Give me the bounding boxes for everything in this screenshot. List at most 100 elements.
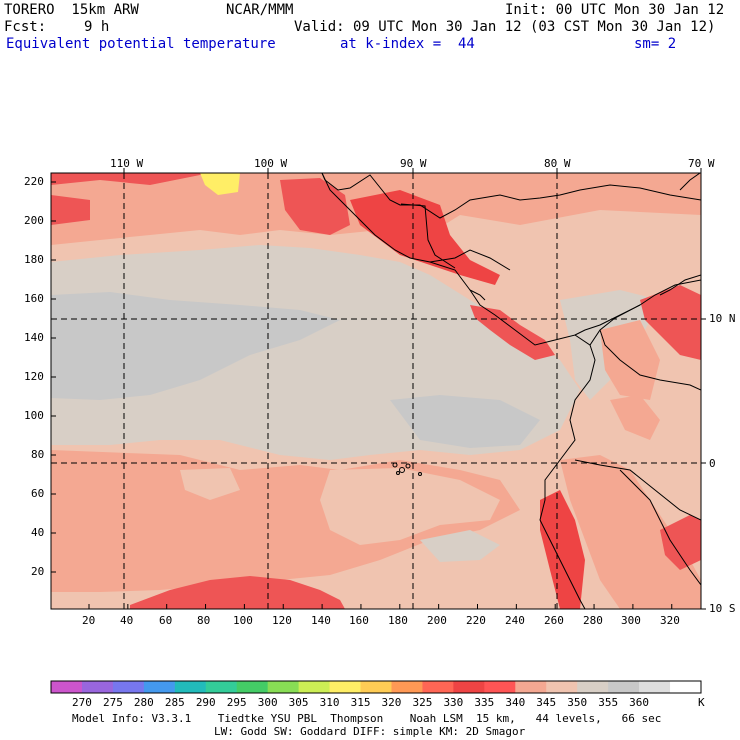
colorbar-swatch	[577, 681, 609, 693]
x-tick-label: 220	[466, 614, 486, 627]
x-tick-label: 60	[159, 614, 173, 627]
lat-label-10s: 10 S	[709, 602, 736, 615]
colorbar-tick-label: 300	[257, 696, 278, 709]
colorbar-swatch	[51, 681, 83, 693]
colorbar-units: K	[698, 696, 705, 709]
valid-time: Valid: 09 UTC Mon 30 Jan 12 (03 CST Mon …	[294, 19, 716, 35]
border-guatemala	[400, 203, 456, 269]
x-tick-label: 240	[505, 614, 525, 627]
colorbar-tick-label: 350	[567, 696, 588, 709]
map-frame	[50, 172, 702, 610]
y-tick-label: 100	[24, 409, 44, 422]
y-tick-label: 20	[31, 565, 45, 578]
colorbar-swatch	[484, 681, 516, 693]
field-sa-patch1	[610, 395, 660, 440]
colorbar-swatch	[546, 681, 578, 693]
init-time: Init: 00 UTC Mon 30 Jan 12	[505, 2, 725, 18]
axis-ticks	[51, 168, 706, 610]
coastlines	[321, 173, 701, 609]
colorbar-tick-label: 310	[319, 696, 340, 709]
colorbar-tick-label: 325	[412, 696, 433, 709]
y-tick-label: 200	[24, 214, 44, 227]
y-tick-label: 40	[31, 526, 45, 539]
coast-venezuela	[659, 274, 701, 296]
model-title: TORERO 15km ARW	[4, 2, 139, 18]
coast-panama	[574, 304, 641, 336]
field-yellow-spot	[200, 173, 240, 195]
colorbar-swatch	[236, 681, 269, 693]
colorbar-frame	[50, 680, 702, 694]
border-colombia	[599, 329, 701, 391]
fcst-label: Fcst:	[4, 19, 47, 35]
border-peru-brazil	[619, 469, 701, 586]
colorbar-swatch	[391, 681, 423, 693]
field-red-venezuela	[640, 285, 701, 360]
colorbar-tick-label: 315	[350, 696, 371, 709]
field-tan-patch	[180, 468, 240, 500]
colorbar-swatch	[267, 681, 300, 693]
y-tick-label: 220	[24, 175, 44, 188]
x-tick-label: 140	[311, 614, 331, 627]
colorbar-swatch	[112, 681, 145, 693]
colorbar-swatch	[639, 681, 671, 693]
x-tick-label: 280	[583, 614, 603, 627]
colorbar-swatch	[81, 681, 114, 693]
colorbar-swatch	[515, 681, 547, 693]
colorbar-swatch	[453, 681, 485, 693]
colorbar-tick-label: 290	[195, 696, 216, 709]
x-tick-label: 40	[120, 614, 134, 627]
field-sa-patch2	[600, 320, 660, 400]
model-info: Model Info: V3.3.1 Tiedtke YSU PBL Thomp…	[72, 712, 662, 725]
colorbar-tick-label: 320	[381, 696, 402, 709]
lon-label-70w: 70 W	[688, 157, 715, 170]
field-red-bolivia	[660, 515, 701, 570]
center-name: NCAR/MMM	[226, 2, 294, 18]
level-info: at k-index = 44	[340, 36, 475, 52]
field-red-south	[130, 576, 345, 609]
coast-caribbean-east	[679, 173, 701, 191]
x-tick-label: 320	[660, 614, 680, 627]
y-tick-label: 180	[24, 253, 44, 266]
colorbar-swatch	[360, 681, 392, 693]
colorbar-swatch	[329, 681, 362, 693]
fcst-value: 9 h	[84, 19, 110, 35]
x-tick-label: 260	[544, 614, 564, 627]
colorbar-tick-label: 360	[629, 696, 650, 709]
smoothing-info: sm= 2	[634, 36, 677, 52]
field-south-tan	[320, 468, 500, 545]
field-red-mexico-west	[51, 173, 225, 185]
border-honduras	[429, 249, 511, 271]
x-tick-label: 120	[272, 614, 292, 627]
field-grey-patch	[420, 530, 500, 562]
y-tick-label: 60	[31, 487, 45, 500]
y-tick-label: 140	[24, 331, 44, 344]
field-red-peru-coast	[540, 490, 585, 609]
galapagos-islands	[392, 462, 422, 476]
colorbar-swatch	[143, 681, 176, 693]
colorbar-swatch	[205, 681, 238, 693]
colorbar-swatch	[670, 681, 702, 693]
x-tick-label: 100	[233, 614, 253, 627]
field-red-coast	[51, 195, 90, 225]
colorbar-tick-label: 285	[164, 696, 185, 709]
colorbar-tick-label: 305	[288, 696, 309, 709]
border-ecuador-peru	[574, 459, 701, 521]
x-tick-label: 200	[427, 614, 447, 627]
field-name: Equivalent potential temperature	[6, 36, 276, 52]
y-tick-label: 80	[31, 448, 45, 461]
lat-label-0: 0	[709, 457, 716, 470]
colorbar-tick-label: 335	[474, 696, 495, 709]
y-tick-label: 160	[24, 292, 44, 305]
coast-gulf-fonseca	[469, 289, 486, 301]
x-tick-label: 80	[197, 614, 211, 627]
colorbar	[51, 681, 702, 693]
colorbar-swatch	[174, 681, 207, 693]
colorbar-tick-label: 270	[72, 696, 92, 709]
colorbar-tick-label: 275	[102, 696, 123, 709]
colorbar-tick-label: 340	[505, 696, 526, 709]
lon-label-80w: 80 W	[544, 157, 571, 170]
y-tick-label: 120	[24, 370, 44, 383]
colorbar-tick-label: 355	[598, 696, 619, 709]
model-physics: LW: Godd SW: Goddard DIFF: simple KM: 2D…	[214, 725, 526, 738]
x-tick-label: 180	[388, 614, 408, 627]
